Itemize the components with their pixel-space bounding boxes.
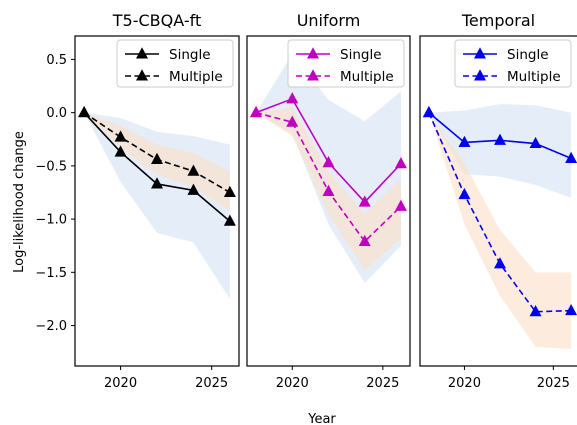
data-point-single (187, 183, 200, 195)
data-point-multiple (187, 164, 200, 176)
chart-panel-1: Uniform 2020 2025 Single Multiple (246, 11, 411, 391)
x-tick-label: 2020 (104, 376, 137, 391)
axes-frame (74, 35, 240, 367)
legend-label-multiple: Multiple (169, 69, 223, 85)
legend-label-multiple: Multiple (507, 69, 561, 85)
data-point-single (223, 214, 236, 226)
legend: Single Multiple (454, 39, 572, 88)
confidence-band-single (84, 112, 230, 299)
data-point-multiple (250, 105, 263, 118)
panel-title: T5-CBQA-ft (112, 11, 201, 30)
data-point-single (151, 177, 163, 189)
data-point-single (286, 92, 299, 104)
data-point-multiple (394, 199, 407, 211)
chart-panel-2: Temporal 2020 2025 Single Multiple (419, 11, 577, 391)
legend-marker-single (136, 47, 148, 59)
data-point-single (565, 151, 577, 163)
confidence-band-single (428, 104, 572, 198)
x-tick-label: 2020 (276, 376, 309, 391)
chart-panel-0: T5-CBQA-ft 2020 2025 0.5 0.0 −0.5 −1.0 −1.5 −2.0… (35, 11, 240, 391)
panel-title: Uniform (297, 11, 361, 30)
legend-label-single: Single (340, 47, 382, 63)
y-axis-label: Log-likelihood change (12, 131, 27, 273)
legend-label-multiple: Multiple (340, 69, 394, 85)
data-point-single (322, 155, 335, 168)
legend-marker-single (307, 47, 319, 59)
data-point-multiple (358, 234, 371, 246)
y-tick-label: −0.5 (35, 159, 67, 174)
data-point-multiple (322, 184, 335, 196)
data-point-multiple (286, 115, 299, 127)
data-point-single (494, 133, 506, 145)
legend: Single Multiple (287, 39, 405, 88)
data-point-single (358, 195, 371, 207)
data-point-multiple (494, 257, 506, 269)
axes-frame (246, 35, 411, 367)
x-tick-label: 2025 (366, 376, 399, 391)
y-tick-label: 0.5 (46, 53, 67, 68)
x-tick-label: 2025 (537, 376, 570, 391)
data-point-single (114, 145, 127, 157)
data-point-multiple (114, 130, 127, 142)
data-point-single (458, 135, 471, 147)
data-point-multiple (458, 187, 471, 200)
x-tick-label: 2025 (195, 376, 228, 391)
data-point-multiple (223, 185, 236, 198)
legend-label-single: Single (507, 47, 549, 63)
legend-marker-multiple (474, 69, 486, 81)
legend-marker-single (474, 47, 486, 59)
legend: Single Multiple (116, 39, 234, 88)
data-point-multiple (529, 305, 542, 317)
legend-marker-multiple (136, 69, 148, 81)
y-tick-label: −1.0 (35, 213, 67, 228)
data-point-single (394, 157, 407, 169)
data-point-multiple (422, 105, 435, 118)
axes-frame (419, 35, 577, 367)
confidence-band-multiple (428, 112, 572, 349)
data-point-single (529, 136, 542, 149)
x-axis-label: Year (307, 412, 336, 425)
y-tick-label: −2.0 (35, 319, 67, 334)
legend-label-single: Single (169, 47, 211, 63)
data-point-multiple (78, 105, 91, 118)
y-tick-label: −1.5 (35, 266, 67, 281)
data-point-multiple (565, 303, 577, 316)
legend-marker-multiple (307, 69, 319, 81)
panel-title: Temporal (461, 11, 535, 30)
y-tick-label: 0.0 (46, 106, 67, 121)
data-point-multiple (151, 152, 163, 165)
x-tick-label: 2020 (448, 376, 481, 391)
